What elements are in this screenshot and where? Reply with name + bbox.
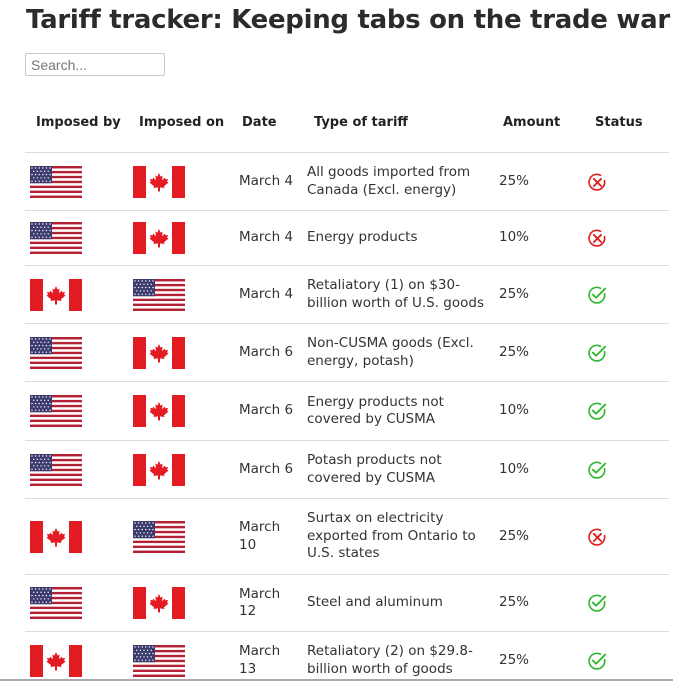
status-cell xyxy=(584,381,669,441)
header-date[interactable]: Date xyxy=(242,115,277,130)
tariff-type-cell: Retaliatory (1) on $30-billion worth of … xyxy=(303,265,492,324)
amount-cell: 10% xyxy=(492,210,584,266)
us-flag-icon xyxy=(30,336,124,369)
canada-flag-icon xyxy=(133,222,227,254)
amount-cell: 25% xyxy=(492,323,584,382)
header-imposed-by[interactable]: Imposed by xyxy=(36,115,121,130)
amount-cell: 25% xyxy=(492,265,584,324)
table-row: March 4 Energy products 10% xyxy=(25,210,669,266)
table-row: March 6 Energy products not covered by CU… xyxy=(25,381,669,441)
table-body: March 4 All goods imported from Canada (E… xyxy=(25,152,669,690)
table-row: March 4 All goods imported from Canada (E… xyxy=(25,152,669,211)
page-title: Tariff tracker: Keeping tabs on the trad… xyxy=(26,5,670,35)
imposed-by-cell xyxy=(25,574,128,632)
imposed-on-cell xyxy=(128,498,231,575)
status-cell xyxy=(584,574,669,632)
tariff-type-cell: Potash products not covered by CUSMA xyxy=(303,440,492,499)
date-cell: March 6 xyxy=(231,323,303,382)
check-circle-icon xyxy=(586,400,665,422)
canada-flag-icon xyxy=(30,278,124,311)
header-imposed-on[interactable]: Imposed on xyxy=(139,115,225,130)
status-cell xyxy=(584,265,669,324)
tariff-type-cell: Energy products xyxy=(303,210,492,266)
canada-flag-icon xyxy=(133,165,227,198)
canada-flag-icon xyxy=(133,453,227,486)
table-row: March 4 Retaliatory (1) on $30-billion wo… xyxy=(25,265,669,324)
status-cell xyxy=(584,210,669,266)
amount-cell: 25% xyxy=(492,574,584,632)
us-flag-icon xyxy=(133,520,227,553)
check-circle-icon xyxy=(586,650,665,672)
tariff-type-cell: Non-CUSMA goods (Excl. energy, potash) xyxy=(303,323,492,382)
header-amount[interactable]: Amount xyxy=(503,115,561,130)
table-row: March 10 Surtax on electricity exported f… xyxy=(25,498,669,575)
x-circle-icon xyxy=(586,526,665,548)
date-cell: March 4 xyxy=(231,210,303,266)
x-circle-icon xyxy=(586,227,665,249)
status-cell xyxy=(584,440,669,499)
imposed-on-cell xyxy=(128,323,231,382)
header-type-of-tariff[interactable]: Type of tariff xyxy=(314,115,408,130)
amount-cell: 10% xyxy=(492,440,584,499)
imposed-by-cell xyxy=(25,381,128,441)
header-status[interactable]: Status xyxy=(595,115,643,130)
amount-cell: 10% xyxy=(492,381,584,441)
tariff-type-cell: Steel and aluminum xyxy=(303,574,492,632)
date-cell: March 6 xyxy=(231,440,303,499)
tariff-type-cell: Energy products not covered by CUSMA xyxy=(303,381,492,441)
imposed-on-cell xyxy=(128,381,231,441)
us-flag-icon xyxy=(30,165,124,198)
search-input[interactable] xyxy=(25,53,165,76)
check-circle-icon xyxy=(586,342,665,364)
imposed-by-cell xyxy=(25,265,128,324)
tariff-type-cell: All goods imported from Canada (Excl. en… xyxy=(303,152,492,211)
imposed-by-cell xyxy=(25,152,128,211)
imposed-on-cell xyxy=(128,440,231,499)
imposed-by-cell xyxy=(25,323,128,382)
date-cell: March 4 xyxy=(231,152,303,211)
check-circle-icon xyxy=(586,592,665,614)
imposed-by-cell xyxy=(25,210,128,266)
canada-flag-icon xyxy=(30,644,124,677)
canada-flag-icon xyxy=(133,395,227,427)
date-cell: March 4 xyxy=(231,265,303,324)
us-flag-icon xyxy=(30,222,124,254)
us-flag-icon xyxy=(30,453,124,486)
imposed-by-cell xyxy=(25,440,128,499)
date-cell: March 6 xyxy=(231,381,303,441)
canada-flag-icon xyxy=(30,520,124,553)
us-flag-icon xyxy=(30,395,124,427)
us-flag-icon xyxy=(133,644,227,677)
tariff-type-cell: Surtax on electricity exported from Onta… xyxy=(303,498,492,575)
x-circle-icon xyxy=(586,171,665,193)
tariff-table: Imposed by Imposed on Date Type of tarif… xyxy=(25,94,669,690)
check-circle-icon xyxy=(586,459,665,481)
canada-flag-icon xyxy=(133,587,227,619)
table-row: March 12 Steel and aluminum 25% xyxy=(25,574,669,632)
table-header-row: Imposed by Imposed on Date Type of tarif… xyxy=(25,94,669,153)
us-flag-icon xyxy=(30,587,124,619)
date-cell: March 10 xyxy=(231,498,303,575)
table-row: March 6 Potash products not covered by CU… xyxy=(25,440,669,499)
us-flag-icon xyxy=(133,278,227,311)
imposed-on-cell xyxy=(128,210,231,266)
date-cell: March 12 xyxy=(231,574,303,632)
status-cell xyxy=(584,323,669,382)
imposed-on-cell xyxy=(128,574,231,632)
status-cell xyxy=(584,498,669,575)
imposed-by-cell xyxy=(25,498,128,575)
scroll-divider xyxy=(0,679,673,681)
amount-cell: 25% xyxy=(492,498,584,575)
status-cell xyxy=(584,152,669,211)
imposed-on-cell xyxy=(128,152,231,211)
amount-cell: 25% xyxy=(492,152,584,211)
table-row: March 6 Non-CUSMA goods (Excl. energy, po… xyxy=(25,323,669,382)
canada-flag-icon xyxy=(133,336,227,369)
imposed-on-cell xyxy=(128,265,231,324)
check-circle-icon xyxy=(586,284,665,306)
